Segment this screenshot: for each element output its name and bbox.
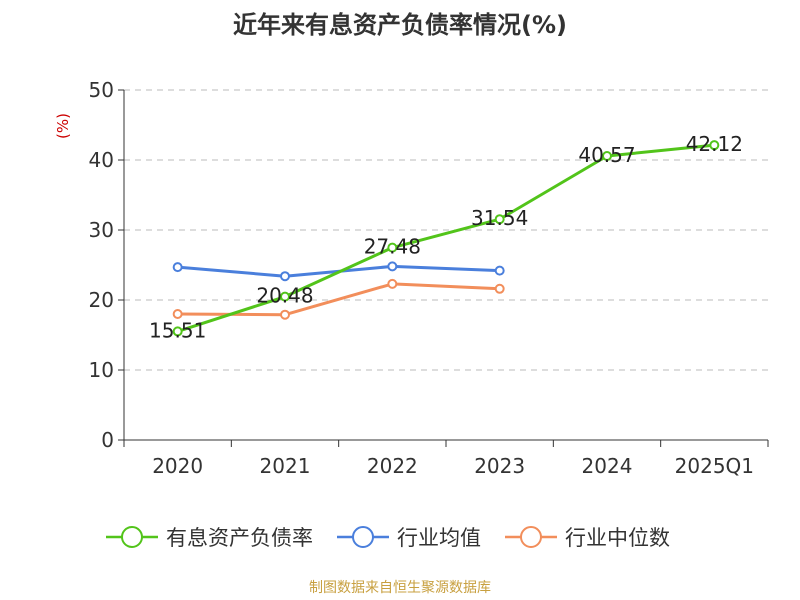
data-point bbox=[172, 309, 183, 319]
data-point bbox=[387, 278, 398, 289]
data-point bbox=[709, 140, 720, 151]
series-line bbox=[177, 143, 715, 333]
data-label: 27.48 bbox=[364, 235, 421, 259]
data-point bbox=[280, 309, 290, 320]
x-tick-label: 2024 bbox=[582, 454, 633, 478]
legend-label: 行业中位数 bbox=[565, 526, 670, 550]
legend-item[interactable]: 有息资产负债率 bbox=[106, 526, 313, 550]
x-tick-label: 2020 bbox=[152, 454, 203, 478]
y-tick-label: 20 bbox=[89, 288, 114, 312]
data-labels: 15.51 20.48 27.48 31.54 40.57 42.12 bbox=[149, 132, 743, 342]
data-point bbox=[387, 261, 398, 272]
legend-item[interactable]: 行业中位数 bbox=[505, 526, 670, 550]
data-point bbox=[280, 271, 290, 282]
data-point bbox=[280, 291, 290, 302]
data-label: 20.48 bbox=[256, 284, 313, 308]
x-tick-label: 2021 bbox=[260, 454, 311, 478]
x-axis-ticks: 2020 2021 2022 2023 2024 2025Q1 bbox=[123, 440, 769, 478]
data-point bbox=[494, 265, 505, 276]
legend-item[interactable]: 行业均值 bbox=[337, 526, 481, 550]
data-label: 31.54 bbox=[471, 206, 528, 230]
axes bbox=[123, 90, 768, 441]
legend-marker bbox=[352, 526, 374, 548]
source-note: 制图数据来自恒生聚源数据库 bbox=[309, 580, 491, 596]
y-tick-label: 30 bbox=[89, 218, 114, 242]
gridlines bbox=[124, 89, 768, 371]
series-line bbox=[177, 282, 500, 317]
y-axis-ticks: 0 10 20 30 40 50 bbox=[89, 78, 124, 452]
data-label: 40.57 bbox=[578, 143, 635, 167]
data-label: 15.51 bbox=[149, 318, 206, 342]
y-tick-label: 50 bbox=[89, 78, 114, 102]
data-point bbox=[387, 242, 398, 253]
y-tick-label: 40 bbox=[89, 148, 114, 172]
data-point bbox=[494, 214, 505, 225]
y-tick-label: 10 bbox=[89, 358, 114, 382]
data-point bbox=[172, 326, 183, 337]
x-tick-label: 2023 bbox=[474, 454, 525, 478]
chart-title: 近年来有息资产负债率情况(%) bbox=[233, 11, 567, 39]
legend-label: 有息资产负债率 bbox=[166, 526, 313, 550]
series-group bbox=[172, 140, 720, 337]
legend-marker bbox=[121, 526, 143, 548]
x-tick-label: 2022 bbox=[367, 454, 418, 478]
x-tick-label: 2025Q1 bbox=[675, 454, 754, 478]
legend-marker bbox=[520, 526, 542, 548]
y-tick-label: 0 bbox=[101, 428, 114, 452]
legend[interactable]: 有息资产负债率 行业均值 行业中位数 bbox=[106, 526, 670, 550]
y-axis-label: (%) bbox=[54, 113, 72, 139]
data-point bbox=[172, 262, 183, 273]
data-point bbox=[494, 283, 505, 294]
data-label: 42.12 bbox=[686, 132, 743, 156]
data-point bbox=[602, 151, 612, 162]
legend-label: 行业均值 bbox=[397, 526, 481, 550]
